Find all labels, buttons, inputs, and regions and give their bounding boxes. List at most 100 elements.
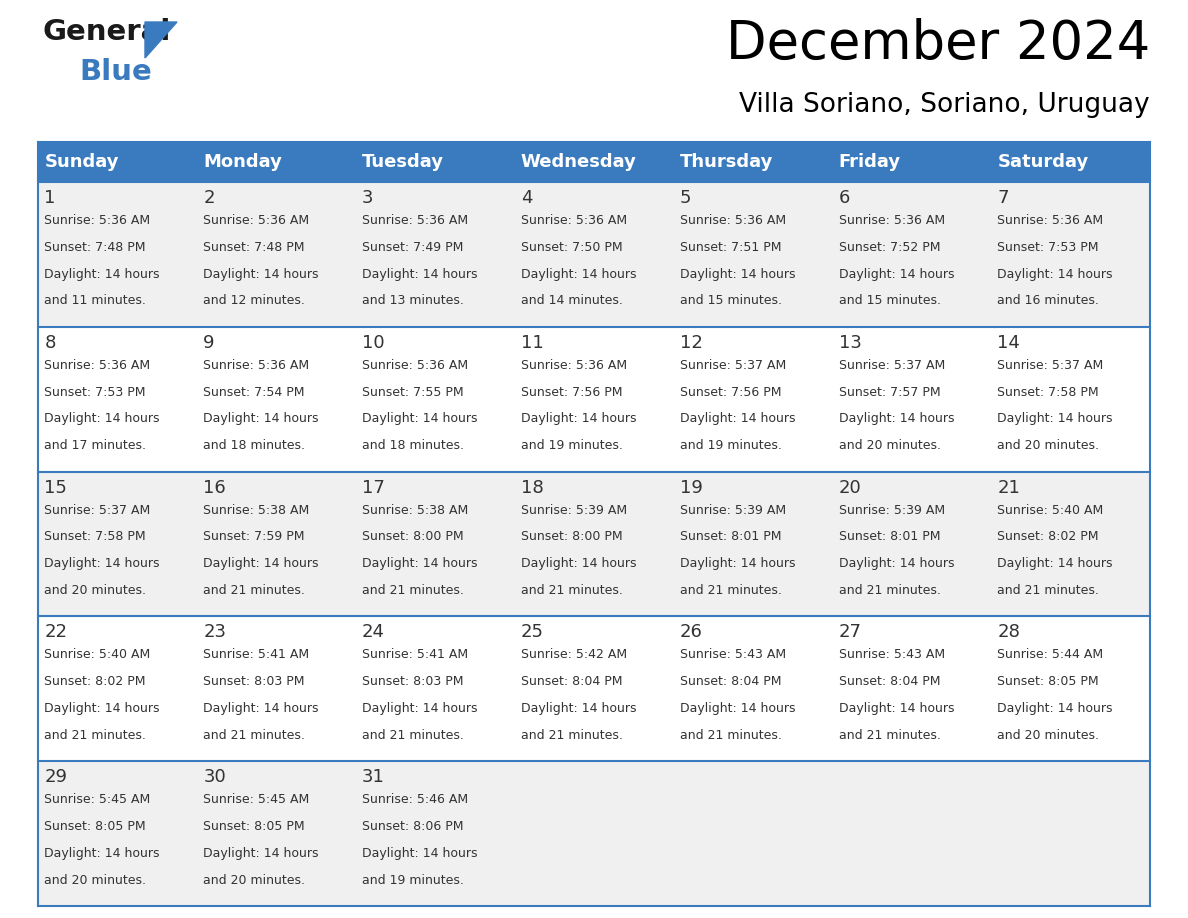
Text: Sunrise: 5:41 AM: Sunrise: 5:41 AM: [203, 648, 309, 661]
Text: and 19 minutes.: and 19 minutes.: [520, 439, 623, 453]
Text: Daylight: 14 hours: Daylight: 14 hours: [998, 702, 1113, 715]
Text: 4: 4: [520, 189, 532, 207]
Text: 23: 23: [203, 623, 226, 642]
Text: Daylight: 14 hours: Daylight: 14 hours: [839, 412, 954, 425]
Text: Sunset: 7:59 PM: Sunset: 7:59 PM: [203, 531, 304, 543]
Text: Daylight: 14 hours: Daylight: 14 hours: [839, 267, 954, 281]
Text: Sunset: 7:56 PM: Sunset: 7:56 PM: [680, 386, 782, 398]
Bar: [38, 616, 1150, 761]
Text: and 21 minutes.: and 21 minutes.: [520, 584, 623, 597]
Text: 26: 26: [680, 623, 702, 642]
Text: Sunrise: 5:37 AM: Sunrise: 5:37 AM: [998, 359, 1104, 372]
Text: Sunset: 7:50 PM: Sunset: 7:50 PM: [520, 241, 623, 253]
Text: Sunset: 7:58 PM: Sunset: 7:58 PM: [44, 531, 146, 543]
Text: Sunset: 8:05 PM: Sunset: 8:05 PM: [998, 675, 1099, 688]
Text: Sunset: 8:03 PM: Sunset: 8:03 PM: [203, 675, 304, 688]
Text: Sunset: 8:05 PM: Sunset: 8:05 PM: [44, 820, 146, 833]
Text: Sunset: 8:01 PM: Sunset: 8:01 PM: [680, 531, 782, 543]
Text: Sunrise: 5:45 AM: Sunrise: 5:45 AM: [44, 793, 151, 806]
Text: Daylight: 14 hours: Daylight: 14 hours: [998, 412, 1113, 425]
Text: Sunrise: 5:36 AM: Sunrise: 5:36 AM: [362, 214, 468, 227]
Text: Sunrise: 5:39 AM: Sunrise: 5:39 AM: [520, 504, 627, 517]
Text: Sunset: 7:52 PM: Sunset: 7:52 PM: [839, 241, 940, 253]
Text: 1: 1: [44, 189, 56, 207]
Polygon shape: [145, 22, 177, 58]
Text: Sunset: 7:53 PM: Sunset: 7:53 PM: [44, 386, 146, 398]
Text: Sunrise: 5:36 AM: Sunrise: 5:36 AM: [998, 214, 1104, 227]
Text: Daylight: 14 hours: Daylight: 14 hours: [680, 557, 795, 570]
Text: Daylight: 14 hours: Daylight: 14 hours: [203, 846, 318, 860]
Text: Sunset: 7:58 PM: Sunset: 7:58 PM: [998, 386, 1099, 398]
Text: 27: 27: [839, 623, 861, 642]
Text: Sunrise: 5:36 AM: Sunrise: 5:36 AM: [839, 214, 944, 227]
Text: Sunrise: 5:38 AM: Sunrise: 5:38 AM: [203, 504, 309, 517]
Text: Sunset: 7:57 PM: Sunset: 7:57 PM: [839, 386, 940, 398]
Text: and 21 minutes.: and 21 minutes.: [680, 584, 782, 597]
Text: and 19 minutes.: and 19 minutes.: [362, 874, 465, 887]
Text: Sunrise: 5:37 AM: Sunrise: 5:37 AM: [839, 359, 944, 372]
Text: Daylight: 14 hours: Daylight: 14 hours: [44, 557, 160, 570]
Text: Sunrise: 5:45 AM: Sunrise: 5:45 AM: [203, 793, 309, 806]
Text: 16: 16: [203, 478, 226, 497]
Text: Sunset: 8:02 PM: Sunset: 8:02 PM: [998, 531, 1099, 543]
Text: and 12 minutes.: and 12 minutes.: [203, 295, 305, 308]
Text: Daylight: 14 hours: Daylight: 14 hours: [680, 702, 795, 715]
Text: Sunrise: 5:36 AM: Sunrise: 5:36 AM: [203, 359, 309, 372]
Text: 18: 18: [520, 478, 544, 497]
Text: Daylight: 14 hours: Daylight: 14 hours: [839, 557, 954, 570]
Text: Sunrise: 5:40 AM: Sunrise: 5:40 AM: [998, 504, 1104, 517]
Text: Sunset: 8:05 PM: Sunset: 8:05 PM: [203, 820, 305, 833]
Text: and 16 minutes.: and 16 minutes.: [998, 295, 1099, 308]
Text: and 20 minutes.: and 20 minutes.: [44, 874, 146, 887]
Text: Sunrise: 5:39 AM: Sunrise: 5:39 AM: [680, 504, 786, 517]
Text: Sunrise: 5:43 AM: Sunrise: 5:43 AM: [839, 648, 944, 661]
Text: 2: 2: [203, 189, 215, 207]
Text: Daylight: 14 hours: Daylight: 14 hours: [362, 846, 478, 860]
Text: and 14 minutes.: and 14 minutes.: [520, 295, 623, 308]
Text: and 15 minutes.: and 15 minutes.: [839, 295, 941, 308]
Text: and 21 minutes.: and 21 minutes.: [203, 729, 305, 742]
Text: Daylight: 14 hours: Daylight: 14 hours: [203, 412, 318, 425]
Text: Sunset: 7:55 PM: Sunset: 7:55 PM: [362, 386, 463, 398]
Text: Sunrise: 5:36 AM: Sunrise: 5:36 AM: [362, 359, 468, 372]
Text: Saturday: Saturday: [998, 153, 1088, 171]
Text: and 17 minutes.: and 17 minutes.: [44, 439, 146, 453]
Text: and 13 minutes.: and 13 minutes.: [362, 295, 465, 308]
Text: Daylight: 14 hours: Daylight: 14 hours: [44, 412, 160, 425]
Text: 22: 22: [44, 623, 68, 642]
Text: 20: 20: [839, 478, 861, 497]
Text: 17: 17: [362, 478, 385, 497]
Text: Daylight: 14 hours: Daylight: 14 hours: [362, 702, 478, 715]
Text: 30: 30: [203, 768, 226, 786]
Text: Sunrise: 5:37 AM: Sunrise: 5:37 AM: [44, 504, 151, 517]
Text: 29: 29: [44, 768, 68, 786]
Text: Sunset: 8:04 PM: Sunset: 8:04 PM: [839, 675, 940, 688]
Text: Sunrise: 5:36 AM: Sunrise: 5:36 AM: [44, 214, 151, 227]
Text: Sunday: Sunday: [44, 153, 119, 171]
Text: Friday: Friday: [839, 153, 901, 171]
Text: and 21 minutes.: and 21 minutes.: [839, 729, 941, 742]
Text: and 21 minutes.: and 21 minutes.: [362, 729, 465, 742]
Text: and 20 minutes.: and 20 minutes.: [44, 584, 146, 597]
Text: and 19 minutes.: and 19 minutes.: [680, 439, 782, 453]
Text: Sunset: 8:00 PM: Sunset: 8:00 PM: [362, 531, 463, 543]
Text: 25: 25: [520, 623, 544, 642]
Text: and 11 minutes.: and 11 minutes.: [44, 295, 146, 308]
Text: and 18 minutes.: and 18 minutes.: [203, 439, 305, 453]
Text: Sunrise: 5:40 AM: Sunrise: 5:40 AM: [44, 648, 151, 661]
Text: 24: 24: [362, 623, 385, 642]
Text: 11: 11: [520, 334, 544, 352]
Text: Daylight: 14 hours: Daylight: 14 hours: [998, 267, 1113, 281]
Text: Sunrise: 5:36 AM: Sunrise: 5:36 AM: [520, 359, 627, 372]
Text: and 20 minutes.: and 20 minutes.: [203, 874, 305, 887]
Text: Sunset: 8:06 PM: Sunset: 8:06 PM: [362, 820, 463, 833]
Text: Sunrise: 5:44 AM: Sunrise: 5:44 AM: [998, 648, 1104, 661]
Text: 10: 10: [362, 334, 385, 352]
Text: Daylight: 14 hours: Daylight: 14 hours: [203, 702, 318, 715]
Text: Daylight: 14 hours: Daylight: 14 hours: [362, 412, 478, 425]
Text: and 20 minutes.: and 20 minutes.: [998, 439, 1100, 453]
Text: December 2024: December 2024: [726, 18, 1150, 70]
Text: and 21 minutes.: and 21 minutes.: [839, 584, 941, 597]
Text: and 21 minutes.: and 21 minutes.: [998, 584, 1099, 597]
Bar: [38, 472, 1150, 616]
